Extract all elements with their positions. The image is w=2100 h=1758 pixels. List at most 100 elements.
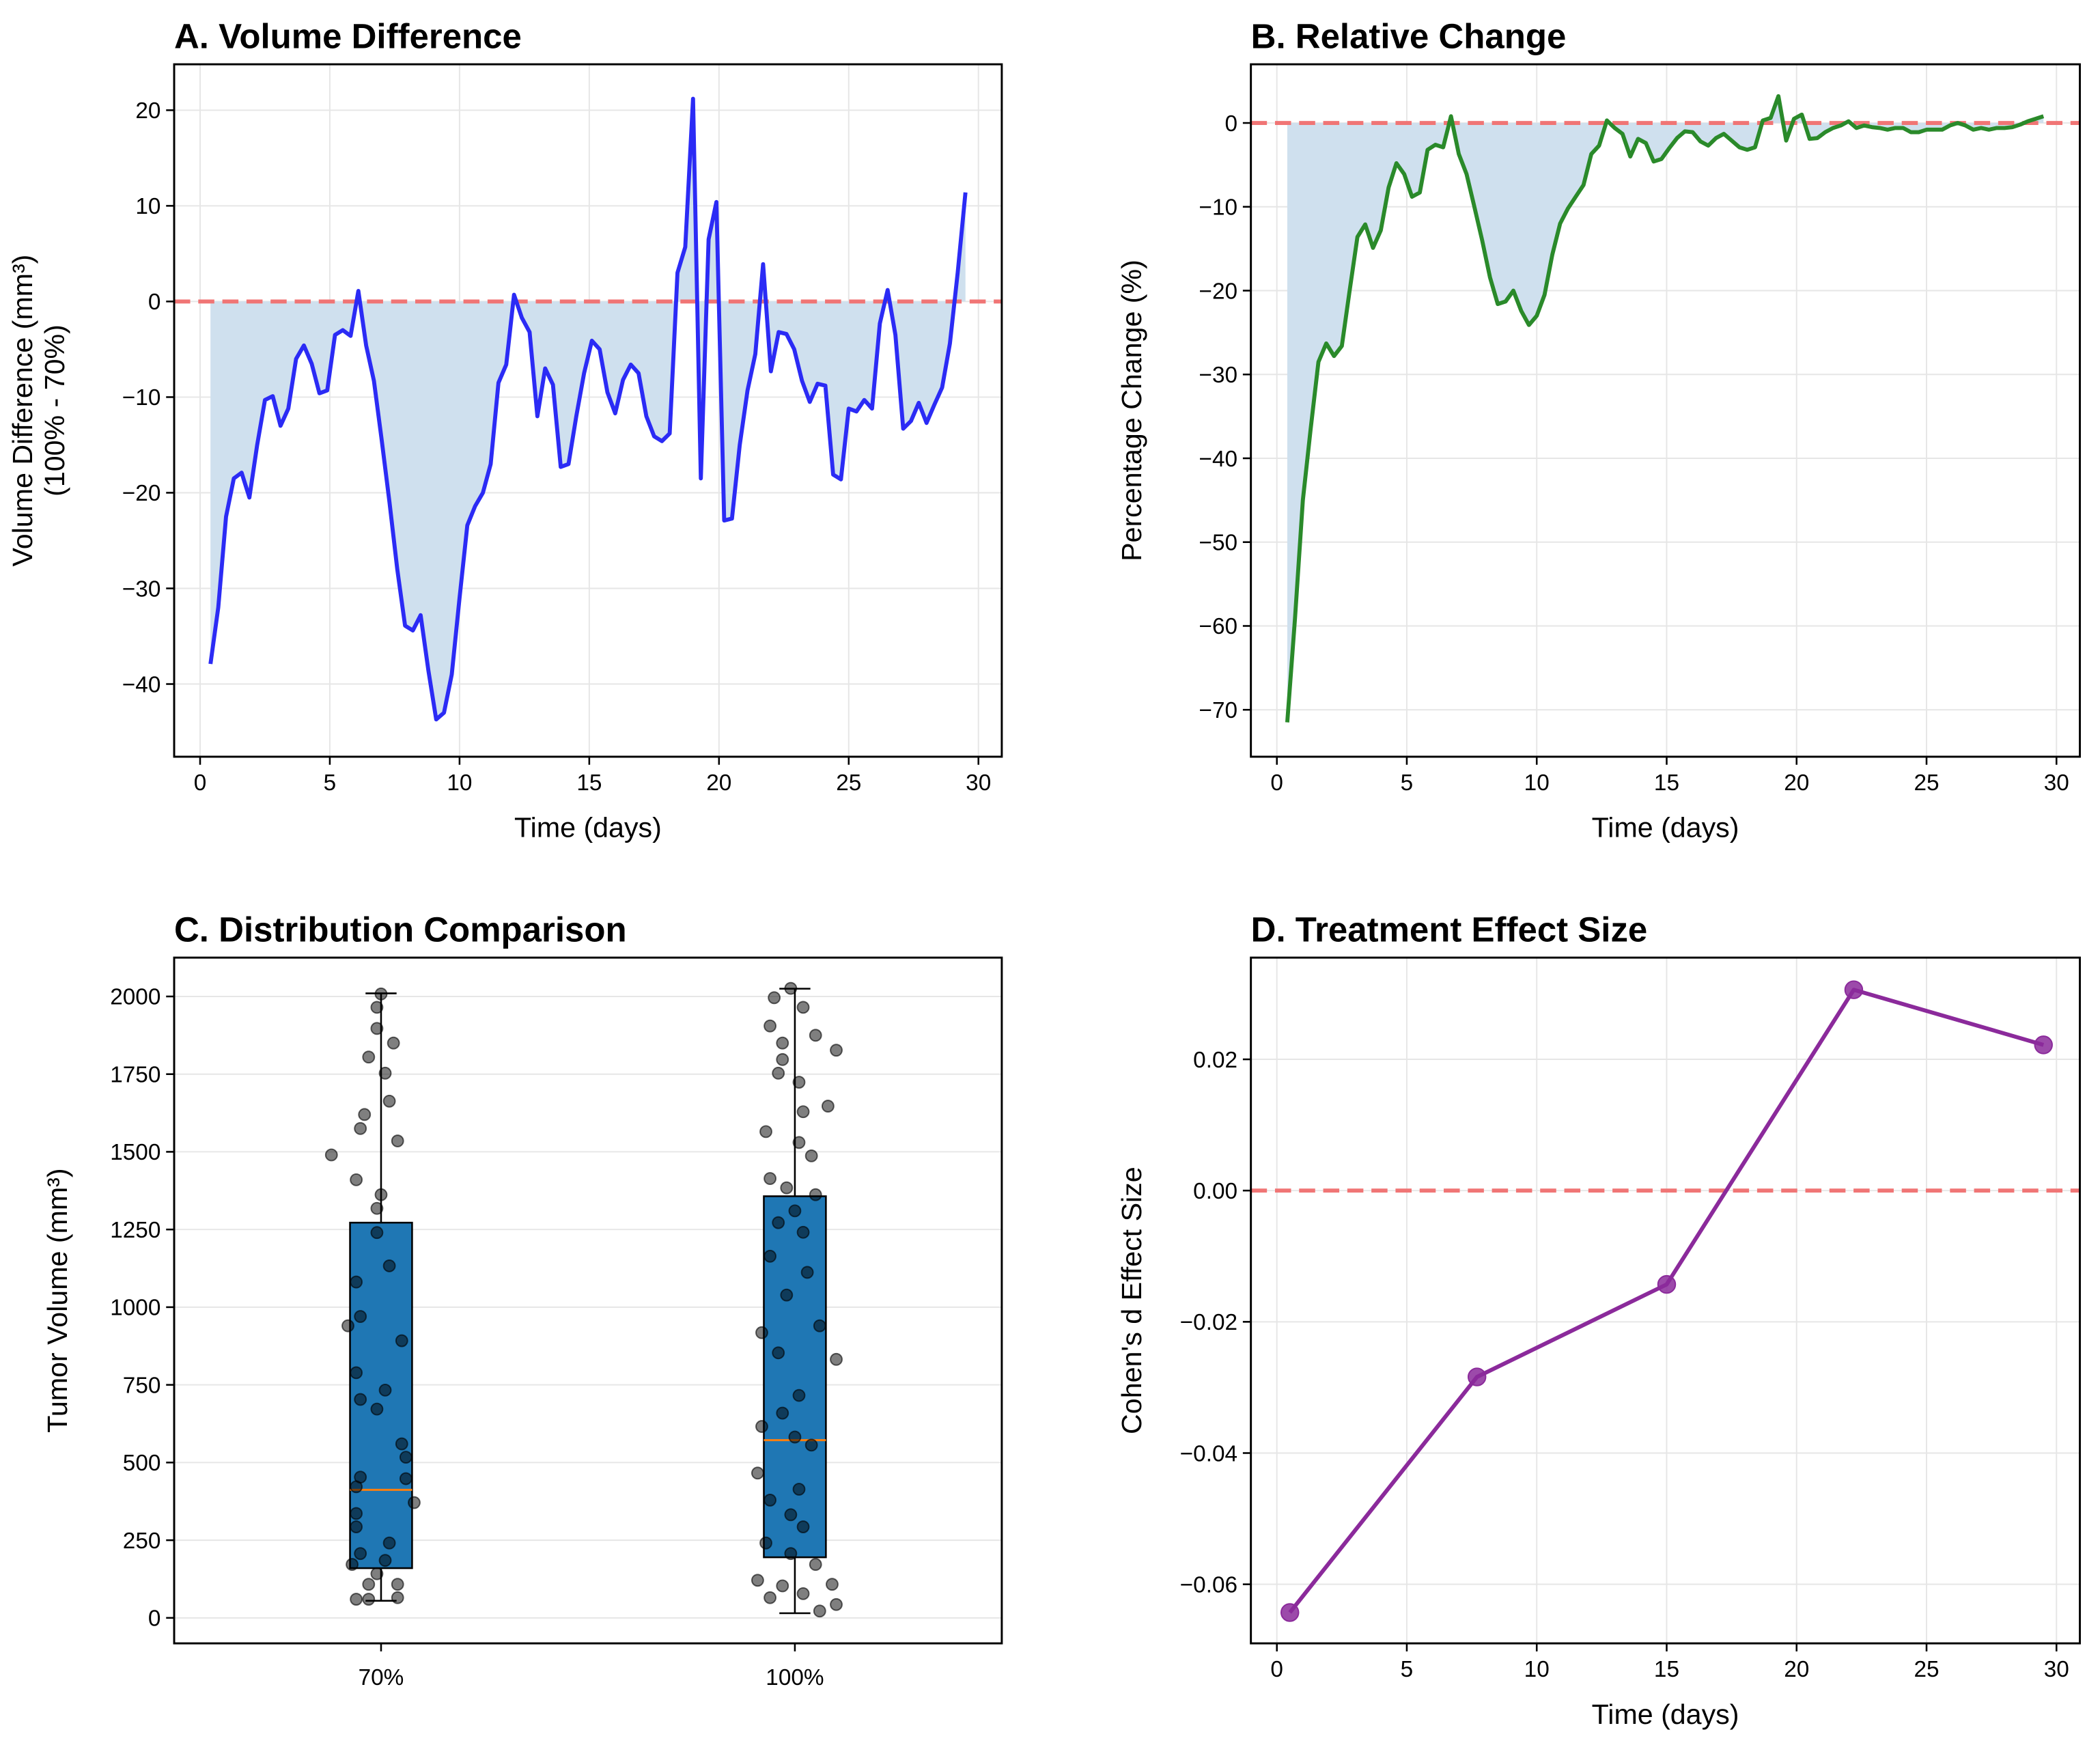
point [764, 1019, 776, 1033]
point [350, 1507, 363, 1520]
point [780, 1288, 794, 1302]
point [792, 1483, 806, 1496]
plot-frame [173, 956, 1003, 1645]
point [374, 1188, 388, 1201]
point [382, 1094, 396, 1108]
point [378, 1383, 392, 1397]
y-tick-label: 0.00 [1193, 1179, 1237, 1204]
x-axis-label: Time (days) [514, 812, 662, 843]
y-tick-label: −60 [1199, 614, 1237, 639]
line [208, 96, 968, 722]
point [826, 1578, 839, 1591]
y-tick-label: −70 [1199, 698, 1237, 723]
point [759, 1125, 772, 1139]
point [399, 1472, 412, 1485]
y-tick-label: −40 [1199, 447, 1237, 472]
point [792, 1136, 806, 1149]
point [776, 1406, 789, 1420]
y-tick-label: −20 [1199, 279, 1237, 304]
plot-area [174, 64, 1002, 757]
x-tick-label: 0 [1270, 770, 1283, 796]
point [800, 1266, 814, 1279]
marker [2034, 1035, 2053, 1055]
point [796, 1105, 810, 1119]
point [792, 1076, 806, 1089]
y-axis-label: Tumor Volume (mm³) [42, 1168, 73, 1432]
point [378, 1554, 392, 1567]
x-tick-label: 20 [1784, 1657, 1809, 1682]
chart-title: A. Volume Difference [174, 17, 522, 56]
area [1287, 96, 2044, 723]
x-tick-label: 0 [1270, 1657, 1283, 1682]
point [358, 1108, 372, 1121]
x-tick-label: 10 [1524, 1657, 1550, 1682]
point [350, 1173, 363, 1186]
point [764, 1172, 776, 1185]
point [776, 1052, 789, 1066]
x-axis-label: Time (days) [1592, 1699, 1739, 1730]
point [804, 1438, 818, 1452]
y-tick-label: −0.04 [1180, 1441, 1237, 1466]
point [399, 1451, 412, 1464]
x-tick-label: 25 [836, 770, 861, 796]
point [395, 1437, 408, 1451]
point [784, 981, 798, 995]
point [809, 1188, 822, 1201]
marker [1657, 1274, 1677, 1294]
x-tick-label: 20 [706, 770, 731, 796]
point [346, 1558, 359, 1571]
point [354, 1310, 367, 1323]
point [362, 1578, 376, 1591]
y-tick-label: 1500 [110, 1140, 160, 1165]
point [382, 1259, 396, 1272]
point [764, 1494, 776, 1507]
line [1285, 94, 2045, 723]
point [370, 1201, 384, 1215]
point [751, 1466, 764, 1480]
point [350, 1275, 363, 1289]
y-axis-label: Volume Difference (mm³) [7, 255, 38, 567]
point [759, 1536, 772, 1550]
chart-title: D. Treatment Effect Size [1251, 910, 1648, 949]
point [772, 1216, 785, 1229]
y-tick-label: 0 [1224, 111, 1237, 137]
point [764, 1249, 776, 1263]
point [362, 1593, 376, 1606]
y-tick-label: 750 [123, 1373, 161, 1398]
plot-area [174, 958, 1002, 1644]
y-tick-label: 1250 [110, 1218, 160, 1243]
y-tick-label: −30 [122, 576, 161, 602]
marker [1844, 980, 1864, 999]
x-tick-label: 5 [1401, 770, 1414, 796]
x-tick-label: 5 [324, 770, 337, 796]
point [796, 1587, 810, 1600]
point [362, 1050, 376, 1064]
x-tick-label: 20 [1784, 770, 1809, 796]
plot-frame [1250, 63, 2081, 758]
y-tick-label: 500 [123, 1451, 161, 1476]
y-tick-label: −0.02 [1180, 1310, 1237, 1335]
point [796, 1001, 810, 1014]
point [796, 1520, 810, 1533]
point [768, 991, 781, 1005]
point [764, 1591, 776, 1604]
point [370, 1226, 384, 1240]
x-tick-label: 25 [1914, 770, 1939, 796]
point [784, 1508, 798, 1522]
y-tick-label: −10 [122, 385, 161, 410]
point [350, 1593, 363, 1606]
x-tick-label: 0 [194, 770, 207, 796]
point [804, 1149, 818, 1162]
y-tick-label: −20 [122, 481, 161, 506]
x-axis-label: Time (days) [1592, 812, 1739, 843]
y-axis-label: Percentage Change (%) [1116, 260, 1147, 561]
point [374, 987, 388, 1001]
y-tick-label: 250 [123, 1529, 161, 1554]
point [830, 1044, 843, 1057]
y-axis-label: Cohen's d Effect Size [1116, 1167, 1147, 1434]
point [408, 1496, 421, 1509]
y-tick-label: 1750 [110, 1062, 160, 1087]
chart-title: B. Relative Change [1251, 17, 1567, 56]
plot-area [1250, 958, 2080, 1644]
point [792, 1389, 806, 1402]
